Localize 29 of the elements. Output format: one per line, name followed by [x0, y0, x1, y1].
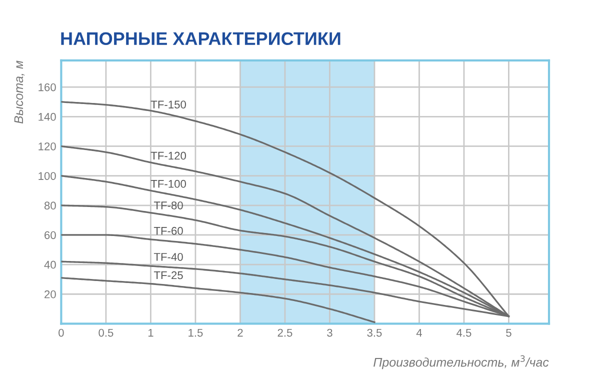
y-tick-label: 20 — [44, 290, 56, 298]
chart-title: НАПОРНЫЕ ХАРАКТЕРИСТИКИ — [61, 32, 340, 46]
x-tick-label: 0 — [58, 328, 64, 337]
x-tick-label: 3 — [327, 328, 332, 337]
x-tick-label: 5 — [506, 328, 512, 337]
y-axis-title: Высота, м — [14, 60, 25, 124]
x-tick-label: 1.5 — [188, 328, 203, 337]
y-tick-label: 160 — [38, 83, 56, 92]
y-tick-label: 100 — [38, 172, 56, 180]
series-label: TF-150 — [150, 100, 186, 108]
y-tick-label: 120 — [38, 142, 56, 150]
series-label: TF-40 — [154, 252, 183, 261]
series-label: TF-60 — [154, 226, 183, 235]
y-tick-label: 140 — [38, 112, 56, 121]
x-tick-label: 1 — [148, 328, 154, 337]
x-tick-label: 0.5 — [98, 328, 114, 337]
x-tick-label: 3.5 — [367, 328, 382, 337]
x-tick-label: 4 — [416, 328, 422, 337]
x-tick-label: 2.5 — [278, 328, 292, 337]
y-tick-label: 40 — [44, 260, 56, 269]
series-label: TF-25 — [154, 271, 183, 280]
y-tick-label: 80 — [44, 202, 56, 210]
x-axis-title: Производительность, м$^{3}$/час — [374, 355, 549, 370]
y-tick-label: 60 — [44, 231, 56, 240]
series-label: TF-120 — [150, 152, 186, 160]
x-tick-label: 4.5 — [456, 328, 472, 337]
series-label: TF-100 — [150, 180, 186, 188]
x-tick-label: 2 — [238, 328, 243, 337]
series-label: TF-80 — [154, 201, 183, 210]
